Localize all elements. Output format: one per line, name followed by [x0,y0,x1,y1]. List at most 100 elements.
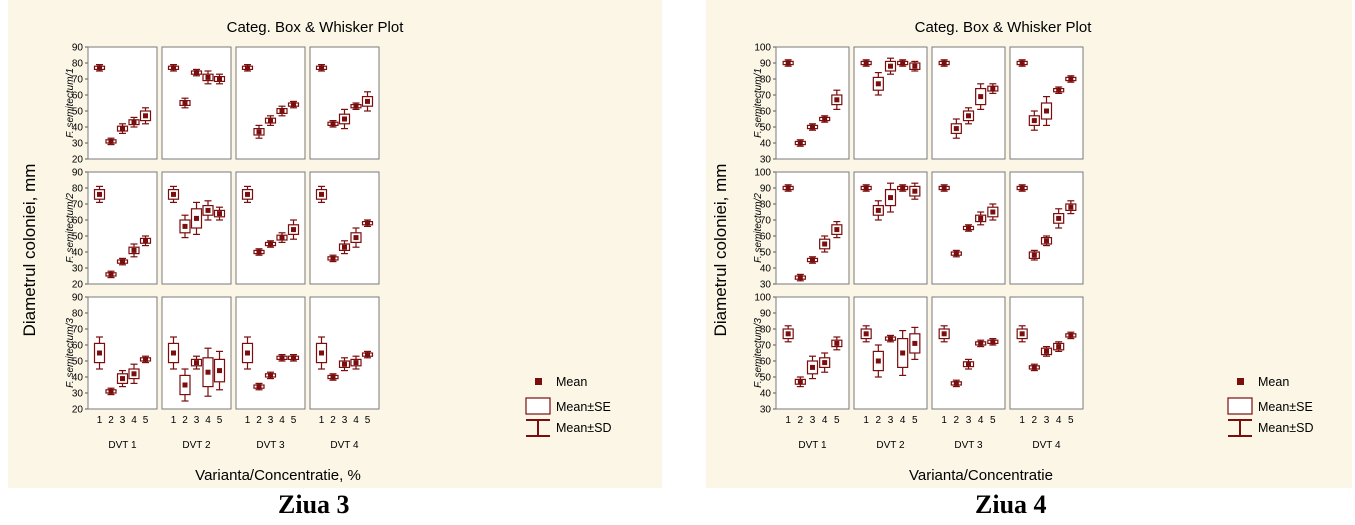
fig1-mean-marker [353,360,359,366]
fig1-mean-marker [143,113,148,119]
fig1-ytick-label: 20 [72,405,84,416]
fig2-mean-marker [797,140,803,146]
fig2-xtick-label: 5 [1068,415,1074,426]
fig2-ytick-label: 70 [760,216,772,227]
fig1-mean-marker [171,65,176,71]
fig2-mean-marker [888,195,893,201]
fig1-legend-se-label: Mean±SE [556,400,611,414]
fig2-xtick-label: 5 [912,415,918,426]
fig2-mean-marker [953,380,959,386]
fig2-mean-marker [900,60,906,66]
fig2-xtick-label: 5 [834,415,840,426]
fig2-legend-sd-label: Mean±SD [1258,421,1314,435]
fig1-ytick-label: 60 [72,341,84,352]
fig2-mean-marker [785,60,791,66]
fig1-mean-marker [245,191,250,197]
fig2-mean-marker [863,185,869,191]
fig1-legend-se-box [525,397,551,415]
fig1-ytick-label: 40 [72,248,84,259]
fig1-mean-marker [143,356,148,362]
fig1-ytick-label: 20 [72,155,84,166]
fig2-ytick-label: 80 [760,75,772,86]
fig1-mean-marker [353,235,359,241]
fig1-mean-marker [319,191,324,197]
fig2-mean-marker [1056,87,1062,93]
fig1-xtick-label: 1 [245,415,251,426]
fig2-group-label: DVT 4 [1032,440,1061,451]
fig1-xtick-label: 1 [319,415,325,426]
fig2-ytick-label: 80 [760,200,772,211]
fig1-mean-marker [194,70,199,76]
caption-ziua-4: Ziua 4 [975,490,1047,519]
fig2-legend-se-box [1227,397,1253,415]
fig1-ytick-label: 60 [72,91,84,102]
fig1-xtick-label: 4 [131,415,137,426]
fig2-xtick-label: 2 [798,415,804,426]
fig2-legend-mean-label: Mean [1258,375,1289,389]
fig2-mean-marker [912,63,918,69]
fig1-mean-marker [365,220,370,226]
fig1-mean-marker [97,65,102,71]
fig1-mean-marker [245,65,250,71]
fig2-mean-marker [888,336,893,342]
fig2-panel [775,296,850,410]
fig1-group-label: DVT 3 [256,440,285,451]
fig1-ytick-label: 30 [72,264,84,275]
fig2-mean-marker [834,97,840,103]
fig1-mean-marker [256,129,262,135]
fig2-mean-marker [1044,108,1049,114]
fig1-xtick-label: 5 [143,415,149,426]
fig1-mean-marker [365,98,370,104]
fig2-ytick-label: 50 [760,248,772,259]
fig2-ytick-label: 50 [760,373,772,384]
fig2-xlabel: Varianta/Concentratie [909,467,1053,484]
fig1-ytick-label: 50 [72,107,84,118]
fig2-mean-marker [888,63,893,69]
fig1-xtick-label: 4 [279,415,285,426]
fig2-group-label: DVT 2 [876,440,905,451]
fig2-mean-marker [1031,364,1037,370]
fig1-mean-marker [120,259,125,265]
fig2-mean-marker [966,361,971,367]
fig2-ytick-label: 80 [760,325,772,336]
fig2-ytick-label: 90 [760,184,772,195]
fig2-mean-marker [953,126,959,132]
fig1-row-label: F. semitectum/3 [65,318,76,388]
fig2-ytick-label: 30 [760,405,772,416]
fig1-ytick-label: 30 [72,139,84,150]
fig2-mean-marker [834,340,840,346]
fig2-xtick-label: 2 [954,415,960,426]
fig2-ytick-label: 100 [754,168,771,179]
fig1-mean-marker [279,355,285,361]
fig1-mean-marker [268,372,273,378]
fig2-ytick-label: 50 [760,123,772,134]
fig2-xtick-label: 3 [1044,415,1050,426]
fig2-xtick-label: 4 [900,415,906,426]
fig2-mean-marker [1019,60,1025,66]
fig1-mean-marker [342,361,347,367]
fig2-mean-marker [822,116,828,122]
fig1-mean-marker [120,376,125,382]
fig2-group-label: DVT 3 [954,440,983,451]
fig1-mean-marker [330,374,336,380]
fig2-mean-marker [1068,332,1074,338]
fig1-mean-marker [182,100,188,106]
fig1-xtick-label: 4 [205,415,211,426]
fig2-xtick-label: 1 [785,415,791,426]
fig2-mean-marker [875,358,881,364]
fig1-ytick-label: 40 [72,123,84,134]
fig2-mean-marker [834,227,840,233]
fig2-mean-marker [1056,344,1062,350]
fig1-ytick-label: 40 [72,373,84,384]
fig2-mean-marker [863,60,869,66]
fig2-ytick-label: 70 [760,91,772,102]
fig1-mean-marker [171,350,176,356]
fig2-mean-marker [966,113,971,119]
fig2-xtick-label: 4 [822,415,828,426]
fig1-mean-marker [131,247,137,253]
fig1-panel [161,46,232,160]
chart-ziua-3-svg: Categ. Box & Whisker Plot F. semitectum/1… [20,19,612,484]
fig1-group-label: DVT 2 [182,440,211,451]
fig1-title: Categ. Box & Whisker Plot [227,19,405,36]
fig1-xtick-label: 2 [256,415,262,426]
